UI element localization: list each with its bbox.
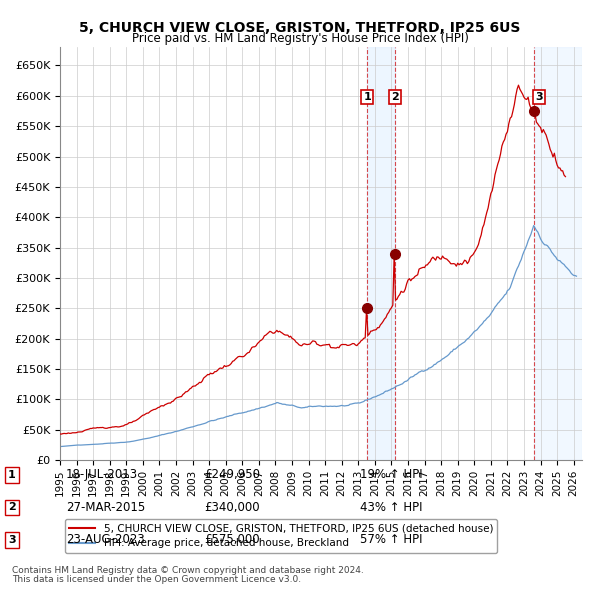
Text: 1: 1 bbox=[8, 470, 16, 480]
Text: 1: 1 bbox=[364, 92, 371, 101]
Text: 2: 2 bbox=[391, 92, 399, 101]
Text: This data is licensed under the Open Government Licence v3.0.: This data is licensed under the Open Gov… bbox=[12, 575, 301, 584]
Bar bbox=[367, 47, 395, 460]
Text: 5, CHURCH VIEW CLOSE, GRISTON, THETFORD, IP25 6US: 5, CHURCH VIEW CLOSE, GRISTON, THETFORD,… bbox=[79, 21, 521, 35]
Text: 23-AUG-2023: 23-AUG-2023 bbox=[66, 533, 145, 546]
Text: 3: 3 bbox=[8, 535, 16, 545]
Text: £340,000: £340,000 bbox=[204, 501, 260, 514]
Text: 18-JUL-2013: 18-JUL-2013 bbox=[66, 468, 138, 481]
Text: £575,000: £575,000 bbox=[204, 533, 260, 546]
Text: 27-MAR-2015: 27-MAR-2015 bbox=[66, 501, 145, 514]
Text: 3: 3 bbox=[536, 92, 543, 101]
Bar bbox=[535, 47, 582, 460]
Text: 43% ↑ HPI: 43% ↑ HPI bbox=[360, 501, 422, 514]
Text: Price paid vs. HM Land Registry's House Price Index (HPI): Price paid vs. HM Land Registry's House … bbox=[131, 32, 469, 45]
Legend: 5, CHURCH VIEW CLOSE, GRISTON, THETFORD, IP25 6US (detached house), HPI: Average: 5, CHURCH VIEW CLOSE, GRISTON, THETFORD,… bbox=[65, 519, 497, 553]
Text: £249,950: £249,950 bbox=[204, 468, 260, 481]
Text: Contains HM Land Registry data © Crown copyright and database right 2024.: Contains HM Land Registry data © Crown c… bbox=[12, 566, 364, 575]
Text: 2: 2 bbox=[8, 503, 16, 512]
Text: 19% ↑ HPI: 19% ↑ HPI bbox=[360, 468, 422, 481]
Text: 57% ↑ HPI: 57% ↑ HPI bbox=[360, 533, 422, 546]
Bar bbox=[535, 47, 582, 460]
